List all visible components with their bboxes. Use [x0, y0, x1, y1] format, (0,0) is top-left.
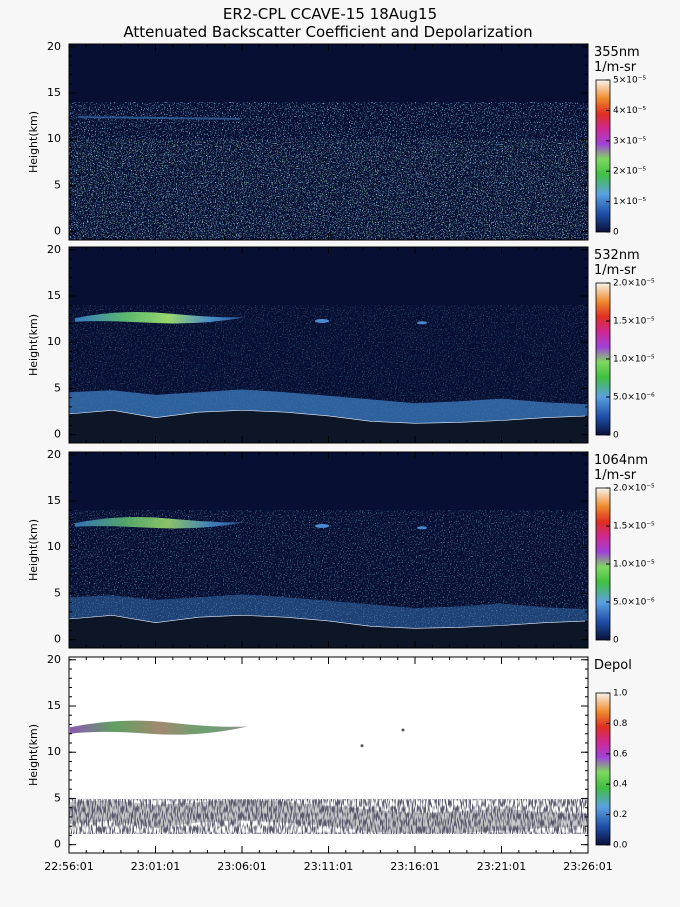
- colorbar-tick-label: 5×10⁻⁵: [613, 76, 646, 86]
- depol-dot: [401, 728, 405, 732]
- colorbar-tick-label: 1×10⁻⁵: [613, 197, 646, 207]
- colorbar: [595, 692, 611, 846]
- y-axis-label: Height(km): [27, 314, 40, 376]
- colorbar-tick-label: 5.0×10⁻⁶: [613, 598, 655, 608]
- y-tick-label: 5: [54, 381, 61, 394]
- y-tick-label: 20: [47, 40, 61, 53]
- y-tick-label: 0: [54, 633, 61, 646]
- colorbar-tick-label: 0.4: [613, 780, 628, 790]
- colorbar-label: 1/m-sr: [594, 468, 637, 483]
- cirrus-depol: [70, 720, 248, 735]
- y-tick-label: 10: [47, 335, 61, 348]
- colorbar-tick-label: 0: [613, 228, 619, 238]
- aerosol-layer: [69, 594, 588, 629]
- y-tick-label: 5: [54, 791, 61, 804]
- y-axis-label: Height(km): [27, 724, 40, 786]
- y-tick-label: 5: [54, 586, 61, 599]
- x-tick-label: 23:21:01: [477, 860, 526, 873]
- colorbar-label: 532nm: [594, 248, 640, 263]
- y-tick-label: 20: [47, 653, 61, 666]
- y-tick-label: 15: [47, 289, 61, 302]
- colorbar-label: Depol: [594, 658, 632, 673]
- y-tick-label: 0: [54, 838, 61, 851]
- colorbar-tick-label: 0.0: [613, 841, 628, 851]
- cirrus-cloud: [417, 321, 427, 325]
- aerosol-layer: [69, 389, 588, 424]
- colorbar-tick-label: 3×10⁻⁵: [613, 136, 646, 146]
- colorbar-tick-label: 0: [613, 431, 619, 441]
- x-tick-label: 23:01:01: [131, 860, 180, 873]
- y-tick-label: 15: [47, 494, 61, 507]
- ground: [69, 410, 588, 443]
- y-tick-label: 10: [47, 745, 61, 758]
- colorbar-tick-label: 2.0×10⁻⁵: [613, 484, 655, 494]
- x-tick-label: 22:56:01: [44, 860, 93, 873]
- y-tick-label: 5: [54, 178, 61, 191]
- panel: 0 5 10 15 20 Height(km) 22:56:01 23:01:01 23:06:…: [27, 653, 632, 873]
- y-axis-label: Height(km): [27, 519, 40, 581]
- colorbar-tick-label: 1.0×10⁻⁵: [613, 560, 655, 570]
- x-tick-label: 23:26:01: [563, 860, 612, 873]
- curtain-image: [69, 44, 588, 240]
- colorbar-label: 1/m-sr: [594, 60, 637, 75]
- colorbar-label: 1/m-sr: [594, 263, 637, 278]
- colorbar-tick-label: 0.8: [613, 719, 628, 729]
- colorbar-tick-label: 0: [613, 636, 619, 646]
- y-tick-label: 10: [47, 132, 61, 145]
- y-tick-label: 0: [54, 225, 61, 238]
- curtain-image: [69, 657, 588, 853]
- colorbar-label: 1064nm: [594, 453, 648, 468]
- x-tick-label: 23:06:01: [217, 860, 266, 873]
- y-tick-label: 20: [47, 448, 61, 461]
- colorbar-tick-label: 2.0×10⁻⁵: [613, 279, 655, 289]
- colorbar-tick-label: 0.6: [613, 749, 628, 759]
- colorbar-tick-label: 0.2: [613, 810, 627, 820]
- x-tick-label: 23:16:01: [390, 860, 439, 873]
- curtain-image: [69, 452, 588, 648]
- colorbar: [595, 79, 611, 233]
- y-tick-label: 15: [47, 86, 61, 99]
- cirrus-cloud: [75, 517, 245, 529]
- noise: [69, 139, 588, 240]
- y-tick-label: 0: [54, 428, 61, 441]
- cirrus-cloud: [315, 523, 329, 528]
- colorbar-tick-label: 4×10⁻⁵: [613, 106, 646, 116]
- colorbar-tick-label: 2×10⁻⁵: [613, 167, 646, 177]
- y-tick-label: 20: [47, 243, 61, 256]
- colorbar-label: 355nm: [594, 45, 640, 60]
- y-tick-label: 15: [47, 699, 61, 712]
- colorbar-tick-label: 1.0×10⁻⁵: [613, 355, 655, 365]
- ground: [69, 615, 588, 648]
- cirrus-trace: [77, 116, 241, 120]
- cirrus-cloud: [315, 318, 329, 323]
- curtain-image: [69, 247, 588, 443]
- colorbar-tick-label: 1.5×10⁻⁵: [613, 317, 655, 327]
- colorbar-tick-label: 1.0: [613, 689, 628, 699]
- colorbar-tick-label: 1.5×10⁻⁵: [613, 522, 655, 532]
- colorbar-tick-label: 5.0×10⁻⁶: [613, 393, 655, 403]
- y-tick-label: 10: [47, 540, 61, 553]
- y-axis-label: Height(km): [27, 111, 40, 173]
- cirrus-cloud: [417, 526, 427, 530]
- title-line: ER2-CPL CCAVE-15 18Aug15: [223, 5, 437, 23]
- aerosol-depol: [69, 799, 588, 834]
- cirrus-cloud: [75, 312, 245, 324]
- title-line: Attenuated Backscatter Coefficient and D…: [123, 23, 532, 41]
- depol-dot: [360, 744, 364, 748]
- x-tick-label: 23:11:01: [304, 860, 353, 873]
